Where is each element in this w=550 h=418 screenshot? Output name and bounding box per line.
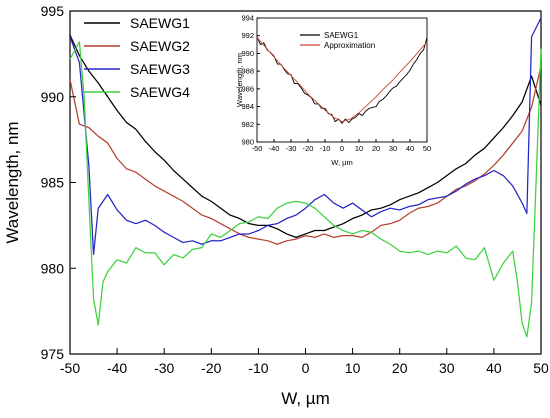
inset-x-tick-label: -20 bbox=[303, 144, 314, 153]
inset-x-tick-label: 30 bbox=[389, 144, 397, 153]
main-y-ticks: 975 980 985 990 995 bbox=[41, 3, 76, 362]
inset-y-tick-label: 982 bbox=[241, 120, 254, 129]
main-x-tick-label: 50 bbox=[533, 360, 549, 376]
main-y-tick-label: 980 bbox=[41, 260, 65, 276]
inset-series-line-approximation bbox=[256, 37, 428, 123]
inset-y-axis-title: Wavelength, nm bbox=[235, 53, 244, 107]
main-legend-label-saewg4: SAEWG4 bbox=[130, 84, 190, 100]
main-x-tick-label: -40 bbox=[107, 360, 127, 376]
inset-legend-label-saewg1: SAEWG1 bbox=[324, 31, 359, 40]
main-y-tick-label: 985 bbox=[41, 175, 65, 191]
main-legend-label-saewg1: SAEWG1 bbox=[130, 15, 190, 31]
inset-x-tick-label: -50 bbox=[252, 144, 263, 153]
inset-x-tick-label: -40 bbox=[269, 144, 280, 153]
main-y-tick-label: 975 bbox=[41, 346, 65, 362]
main-series-line-saewg1 bbox=[69, 34, 542, 239]
main-x-tick-label: -10 bbox=[248, 360, 268, 376]
inset-series-line-saewg1 bbox=[256, 36, 428, 124]
main-x-tick-label: -20 bbox=[201, 360, 221, 376]
main-y-tick-label: 995 bbox=[41, 3, 65, 19]
main-x-tick-label: 40 bbox=[486, 360, 502, 376]
inset-y-tick-label: 990 bbox=[241, 49, 254, 58]
inset-series-group bbox=[256, 36, 428, 124]
inset-plot: -50 -40 -30 -20 -10 0 10 20 30 40 50 9809829849869… bbox=[234, 12, 431, 167]
main-legend: SAEWG1 SAEWG2 SAEWG3 SAEWG4 bbox=[84, 15, 190, 100]
main-plot: -50 -40 -30 -20 -10 0 10 20 30 40 50 9759809859909… bbox=[3, 3, 549, 408]
inset-y-ticks: 980 982 984 986 988 990 992 994 bbox=[241, 14, 260, 147]
main-y-tick-label: 990 bbox=[41, 89, 65, 105]
main-series-line-saewg3 bbox=[69, 17, 542, 256]
main-x-tick-label: 30 bbox=[439, 360, 455, 376]
inset-x-tick-label: 10 bbox=[355, 144, 363, 153]
main-series-line-saewg4 bbox=[69, 41, 542, 338]
main-x-ticks: -50 -40 -30 -20 -10 0 10 20 30 40 50 bbox=[60, 348, 549, 376]
main-x-tick-label: 20 bbox=[392, 360, 408, 376]
inset-y-tick-label: 980 bbox=[241, 138, 254, 147]
inset-background bbox=[234, 12, 430, 144]
inset-x-tick-label: 40 bbox=[406, 144, 414, 153]
main-legend-label-saewg3: SAEWG3 bbox=[130, 61, 190, 77]
inset-y-tick-label: 986 bbox=[241, 84, 254, 93]
inset-legend-label-approximation: Approximation bbox=[324, 41, 375, 50]
main-legend-label-saewg2: SAEWG2 bbox=[130, 38, 190, 54]
main-x-axis-title: W, µm bbox=[281, 389, 330, 408]
inset-x-tick-label: 0 bbox=[340, 144, 344, 153]
inset-y-tick-label: 992 bbox=[241, 31, 254, 40]
inset-y-tick-label: 994 bbox=[241, 14, 254, 23]
inset-y-tick-label: 984 bbox=[241, 102, 254, 111]
main-x-tick-label: -50 bbox=[60, 360, 80, 376]
inset-x-tick-label: 50 bbox=[423, 144, 431, 153]
inset-x-tick-label: 20 bbox=[372, 144, 380, 153]
inset-x-ticks: -50 -40 -30 -20 -10 0 10 20 30 40 50 bbox=[252, 139, 431, 153]
inset-y-tick-label: 988 bbox=[241, 67, 254, 76]
main-x-tick-label: 10 bbox=[345, 360, 361, 376]
inset-x-tick-label: -10 bbox=[320, 144, 331, 153]
main-series-group bbox=[69, 17, 542, 338]
inset-x-axis-title: W, µm bbox=[331, 158, 352, 167]
main-x-tick-label: 0 bbox=[302, 360, 310, 376]
main-x-tick-label: -30 bbox=[154, 360, 174, 376]
inset-x-tick-label: -30 bbox=[286, 144, 297, 153]
main-y-axis-title: Wavelength, nm bbox=[3, 121, 22, 243]
